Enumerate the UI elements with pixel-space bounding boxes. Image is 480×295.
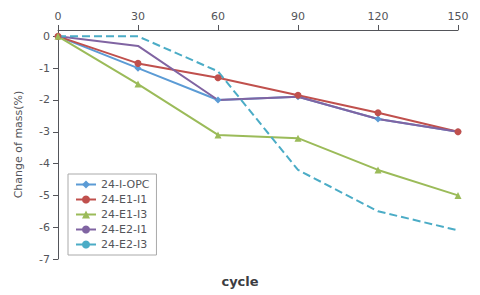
svg-text:-1: -1	[39, 62, 50, 75]
svg-text:24-I-OPC: 24-I-OPC	[101, 178, 150, 191]
svg-text:-7: -7	[39, 253, 50, 266]
svg-text:30: 30	[131, 10, 145, 23]
svg-text:-2: -2	[39, 93, 50, 106]
svg-text:90: 90	[291, 10, 305, 23]
svg-text:-5: -5	[39, 189, 50, 202]
svg-text:120: 120	[368, 10, 389, 23]
svg-text:150: 150	[448, 10, 469, 23]
svg-text:cycle: cycle	[221, 274, 258, 289]
svg-text:24-E2-I1: 24-E2-I1	[101, 223, 147, 236]
svg-text:24-E1-I3: 24-E1-I3	[101, 208, 147, 221]
svg-text:-6: -6	[39, 221, 50, 234]
svg-text:Change of mass(%): Change of mass(%)	[12, 91, 25, 199]
svg-text:24-E2-I3: 24-E2-I3	[101, 238, 147, 251]
svg-text:-3: -3	[39, 125, 50, 138]
svg-text:60: 60	[211, 10, 225, 23]
svg-text:0: 0	[43, 30, 50, 43]
svg-text:-4: -4	[39, 157, 50, 170]
svg-text:24-E1-I1: 24-E1-I1	[101, 193, 147, 206]
svg-text:0: 0	[55, 10, 62, 23]
